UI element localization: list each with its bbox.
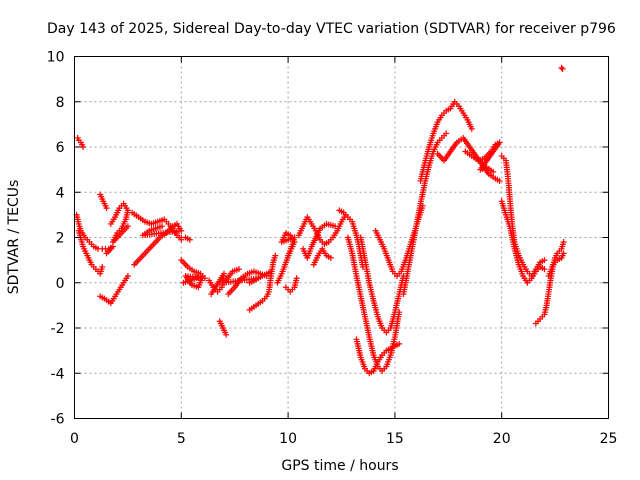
y-tick-label: 2: [56, 231, 65, 247]
data-point: [541, 257, 548, 264]
y-tick-label: -6: [51, 412, 65, 428]
data-point: [99, 263, 106, 270]
data-point: [285, 252, 292, 259]
data-point: [186, 236, 193, 243]
y-tick-label: 6: [56, 140, 65, 156]
data-point: [103, 250, 110, 257]
data-point: [124, 272, 131, 279]
data-point: [490, 168, 497, 175]
x-tick-label: 20: [493, 431, 511, 447]
x-axis-label: GPS time / hours: [281, 458, 398, 474]
data-point: [103, 205, 110, 212]
x-tick-label: 5: [177, 431, 186, 447]
data-point: [80, 144, 87, 150]
data-point: [223, 331, 230, 338]
axis-ticks: 0 5 10 15 20 25 -6 -4 -2 0 2 4 6 8 10: [47, 50, 618, 448]
data-point: [293, 275, 300, 282]
data-point: [496, 177, 503, 184]
x-tick-label: 15: [386, 431, 404, 447]
data-point: [180, 279, 187, 286]
grid: [74, 56, 609, 419]
y-tick-label: 8: [56, 95, 65, 111]
data-point: [541, 266, 548, 273]
y-tick-label: 0: [56, 276, 65, 292]
data-point: [124, 223, 131, 230]
y-tick-label: 4: [56, 185, 65, 201]
data-point: [159, 223, 166, 230]
y-axis-label: SDTVAR / TECUs: [6, 180, 22, 295]
y-tick-label: 10: [47, 50, 65, 66]
y-tick-label: -2: [51, 321, 65, 337]
data-points: [73, 64, 567, 377]
data-point: [560, 239, 567, 246]
data-point: [468, 125, 475, 132]
data-point: [558, 64, 565, 71]
x-tick-label: 0: [70, 431, 79, 447]
data-point: [443, 130, 450, 137]
data-point: [332, 223, 339, 230]
x-tick-label: 10: [279, 431, 297, 447]
data-point: [559, 65, 566, 72]
chart-title: Day 143 of 2025, Sidereal Day-to-day VTE…: [47, 21, 616, 37]
x-tick-label: 25: [600, 431, 618, 447]
data-point: [208, 291, 215, 298]
y-tick-label: -4: [51, 366, 65, 382]
data-point: [396, 340, 403, 347]
data-point: [560, 250, 567, 257]
data-point: [327, 254, 334, 261]
data-point: [272, 252, 279, 259]
data-point: [235, 266, 242, 273]
